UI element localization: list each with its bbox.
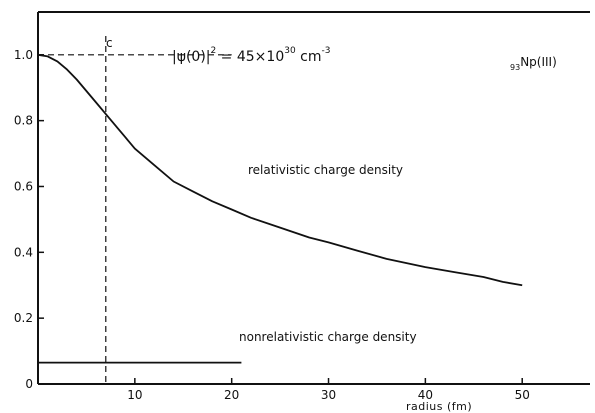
formula-unit: cm (296, 49, 322, 65)
data-series (37, 53, 523, 364)
axis-ticks: 0 0.2 0.4 0.6 0.8 1.0 10 20 30 40 50 (14, 48, 530, 402)
formula-value: = 45×10 (216, 49, 284, 65)
formula-psi: |ψ(0)| (172, 49, 211, 65)
vertical-line-label: c (106, 36, 113, 50)
formula-psi-power: 2 (211, 46, 217, 56)
x-tick-label: 30 (321, 388, 336, 402)
x-axis-label: radius (fm) (406, 400, 472, 413)
x-tick-label: 20 (224, 388, 239, 402)
x-tick-label: 10 (127, 388, 142, 402)
relativistic-label: relativistic charge density (248, 163, 403, 177)
formula-exponent: 30 (284, 46, 296, 56)
nonrelativistic-label: nonrelativistic charge density (239, 330, 417, 344)
density-formula: |ψ(0)|2 = 45×1030 cm-3 (172, 46, 330, 65)
element-atomic-number: 93 (510, 63, 520, 72)
relativistic-density-line (37, 53, 523, 287)
y-tick-label: 0.4 (14, 245, 33, 259)
y-tick-label: 0 (25, 377, 33, 391)
y-tick-label: 0.6 (14, 179, 33, 193)
svg-text:93Np(III): 93Np(III) (510, 55, 557, 72)
reference-lines (38, 36, 232, 384)
formula-unit-exponent: -3 (321, 46, 330, 56)
svg-text:|ψ(0)|2 = 45×1030 cm-3: |ψ(0)|2 = 45×1030 cm-3 (172, 46, 330, 65)
y-tick-label: 0.8 (14, 114, 33, 128)
element-name: Np(III) (520, 55, 557, 69)
x-tick-label: 40 (418, 388, 433, 402)
x-tick-label: 50 (515, 388, 530, 402)
y-tick-label: 0.2 (14, 311, 33, 325)
element-label: 93Np(III) (510, 55, 557, 72)
y-tick-label: 1.0 (14, 48, 33, 62)
